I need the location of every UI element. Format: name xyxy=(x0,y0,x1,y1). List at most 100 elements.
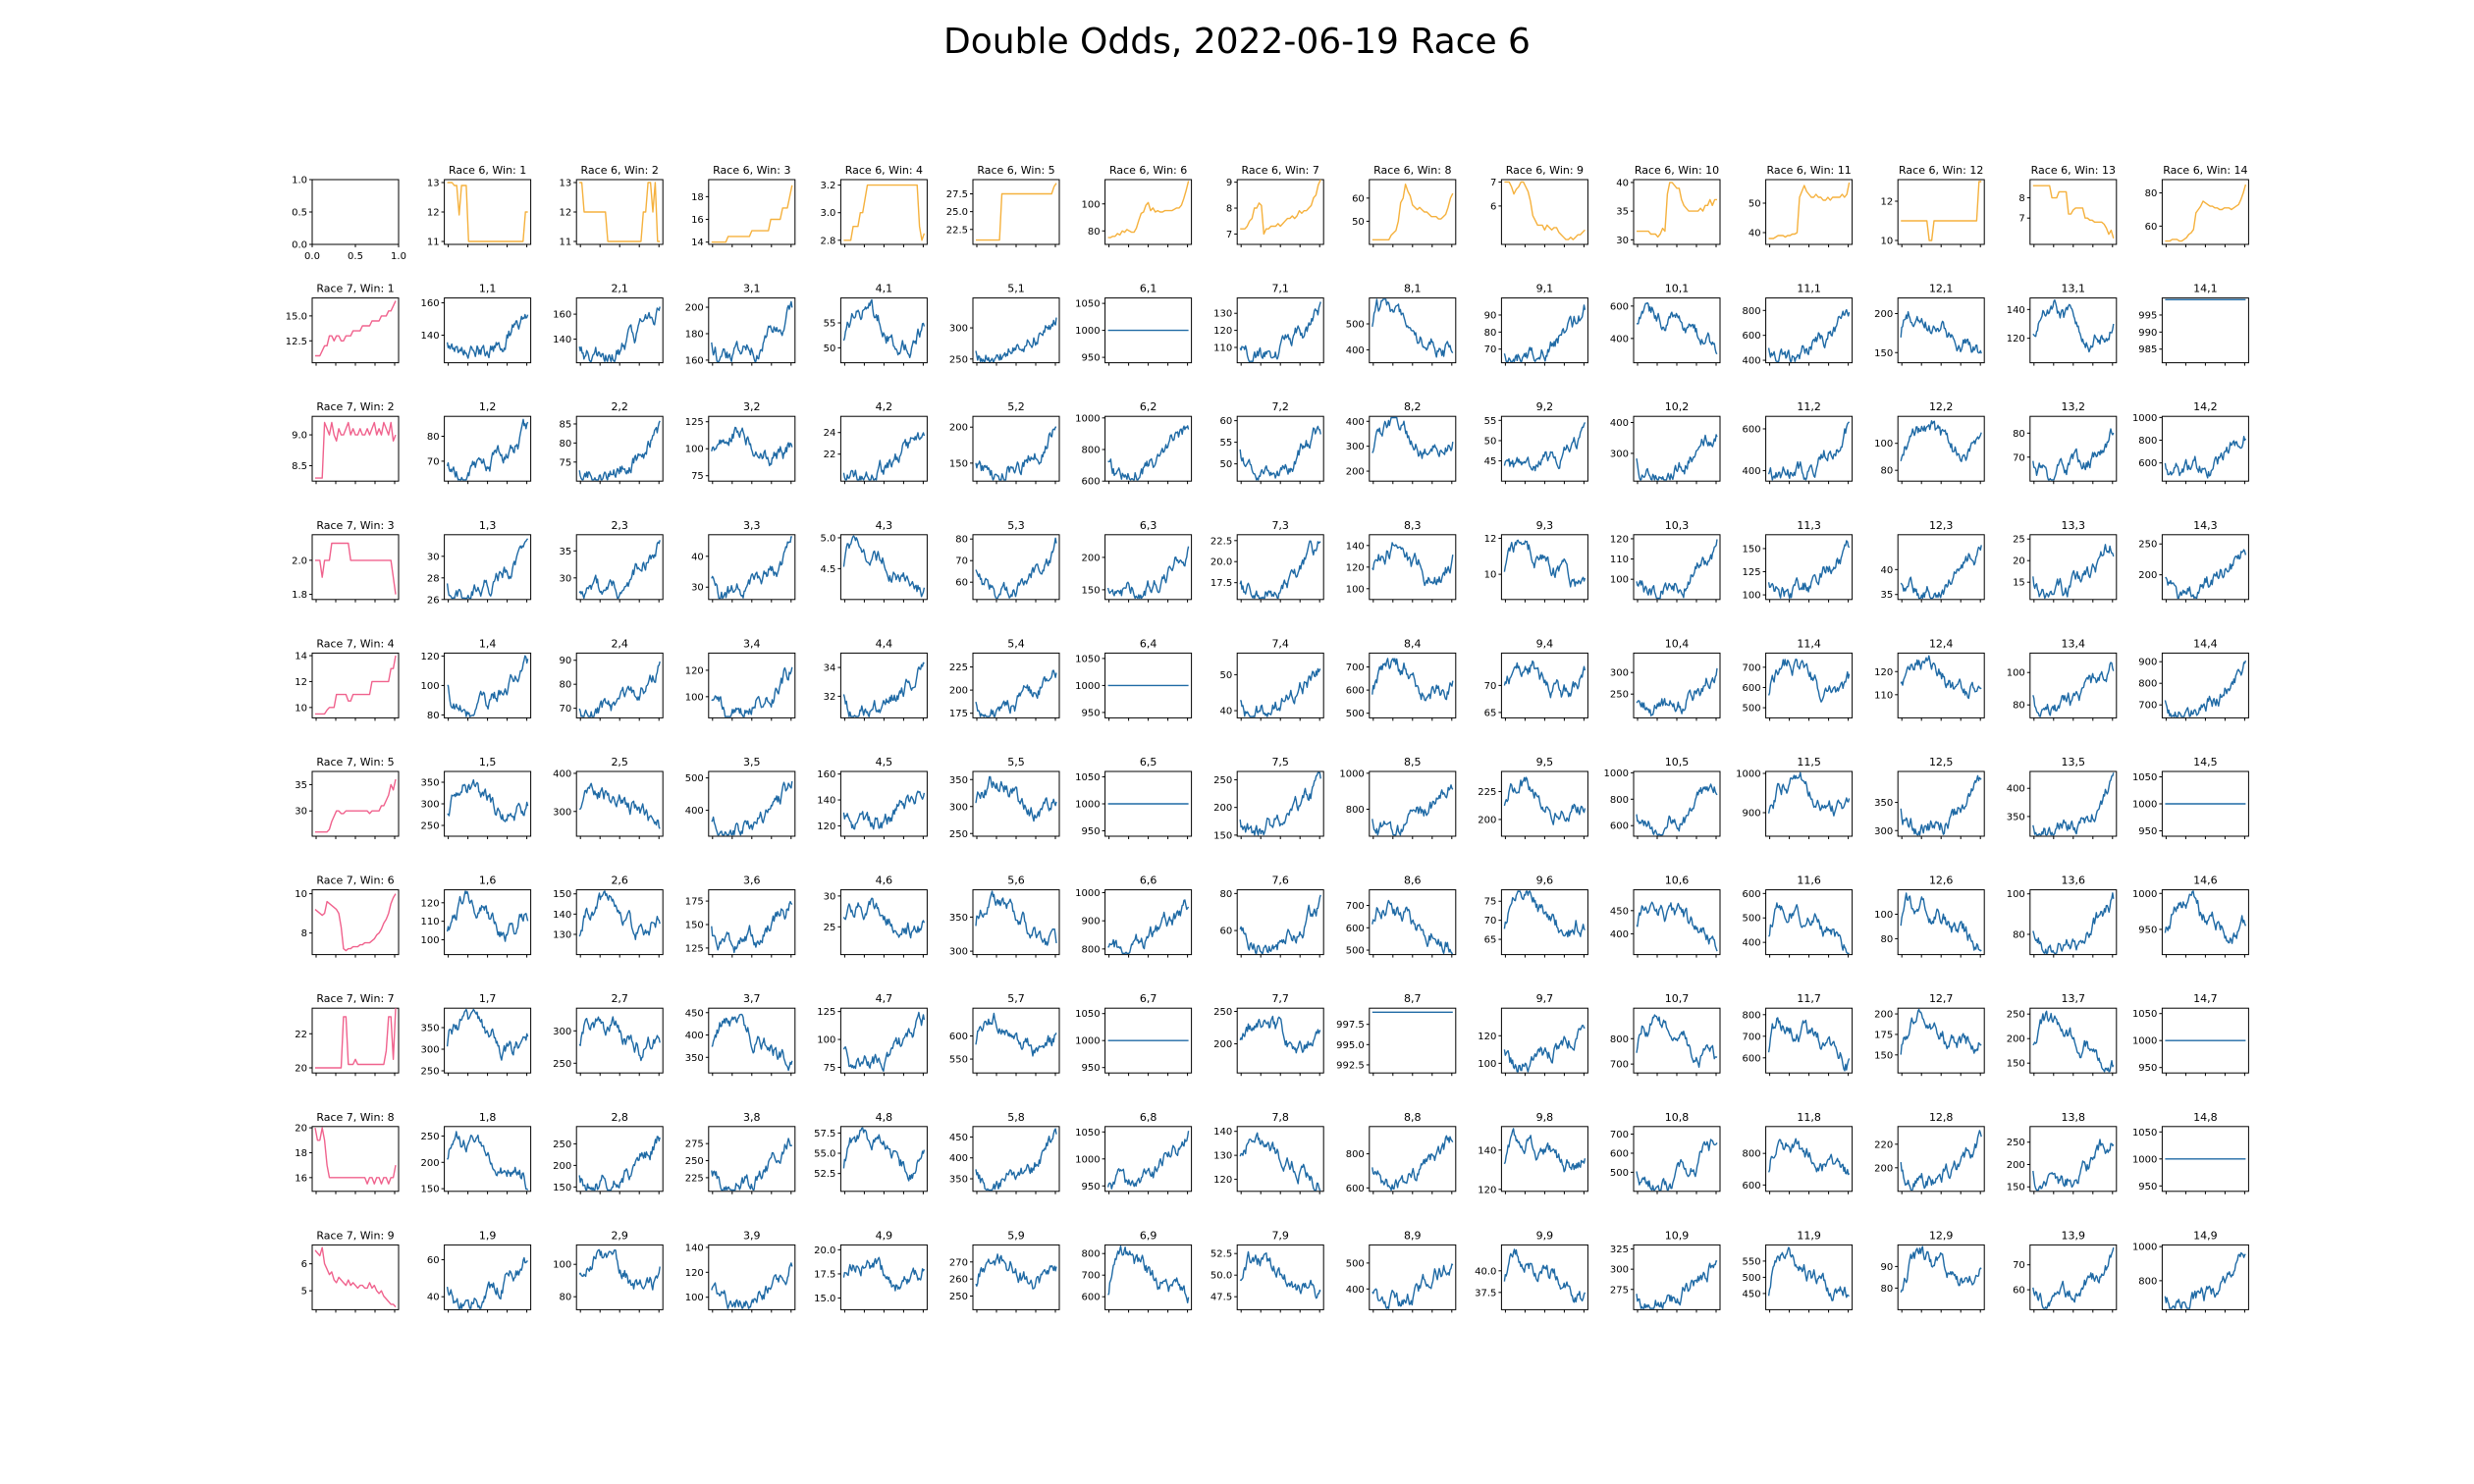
y-tick-label: 100 xyxy=(1082,199,1101,210)
y-tick-label: 80 xyxy=(2145,188,2158,199)
y-tick-label: 175 xyxy=(1874,1030,1893,1040)
double-panel: 12,5 300 350 xyxy=(1874,756,1985,839)
subplot-title: Race 7, Win: 5 xyxy=(316,756,394,768)
subplot-title: Race 6, Win: 11 xyxy=(1766,164,1851,177)
y-tick-label: 80 xyxy=(1088,227,1101,238)
subplot-frame xyxy=(708,534,796,601)
subplot-title: 10,3 xyxy=(1665,519,1690,532)
subplot-title: Race 7, Win: 6 xyxy=(316,874,394,887)
subplot-title: 6,8 xyxy=(1140,1111,1157,1124)
subplot-frame xyxy=(1633,179,1721,245)
y-tick-label: 150 xyxy=(1743,544,1761,555)
subplot-title: 4,8 xyxy=(876,1111,893,1124)
subplot-title: 13,6 xyxy=(2062,874,2086,887)
series-line xyxy=(1637,182,1717,238)
subplot-frame xyxy=(839,297,928,364)
y-tick-label: 200 xyxy=(1082,553,1101,563)
y-tick-label: 325 xyxy=(1610,1245,1629,1255)
y-tick-label: 600 xyxy=(949,1032,968,1042)
series-line xyxy=(2165,549,2247,600)
y-tick-label: 90 xyxy=(1880,1262,1893,1273)
y-tick-label: 300 xyxy=(1874,826,1893,837)
subplot-frame xyxy=(839,889,928,956)
y-tick-label: 0.5 xyxy=(292,208,307,219)
y-tick-label: 110 xyxy=(421,917,440,928)
y-tick-label: 350 xyxy=(685,1053,704,1064)
double-panel: 5,9 250 260 270 xyxy=(949,1229,1060,1313)
y-tick-label: 120 xyxy=(1478,1185,1496,1195)
y-tick-label: 800 xyxy=(1743,1149,1761,1160)
y-tick-label: 150 xyxy=(1082,585,1101,596)
y-tick-label: 600 xyxy=(1743,889,1761,900)
y-tick-label: 700 xyxy=(2138,701,2157,712)
y-tick-label: 400 xyxy=(1610,929,1629,940)
race6-panel: Race 6, Win: 5 22.5 25.0 27.5 xyxy=(946,164,1060,247)
double-panel: 14,7 950 1000 1050 xyxy=(2132,992,2249,1077)
double-panel: 11,6 400 500 600 xyxy=(1743,874,1854,958)
y-tick-label: 500 xyxy=(1346,1258,1365,1269)
subplot-title: 9,1 xyxy=(1536,283,1554,295)
y-tick-label: 70 xyxy=(955,556,968,567)
y-tick-label: 10 xyxy=(295,889,307,900)
y-tick-label: 350 xyxy=(421,778,440,789)
y-tick-label: 140 xyxy=(421,331,440,342)
y-tick-label: 2.0 xyxy=(292,556,307,566)
race6-panel: Race 6, Win: 8 50 60 xyxy=(1352,164,1457,247)
double-panel: 12,4 110 120 xyxy=(1874,637,1985,721)
subplot-frame xyxy=(575,770,664,837)
subplot-title: 8,8 xyxy=(1404,1111,1422,1124)
y-tick-label: 24 xyxy=(824,428,836,439)
y-tick-label: 75 xyxy=(1484,897,1497,908)
y-tick-label: 22.5 xyxy=(946,225,968,236)
subplot-title: 8,3 xyxy=(1404,519,1422,532)
subplot-title: Race 6, Win: 1 xyxy=(449,164,526,177)
series-line xyxy=(1371,416,1454,459)
y-tick-label: 1000 xyxy=(1075,888,1100,899)
subplot-title: 11,5 xyxy=(1797,756,1821,768)
series-line xyxy=(842,662,925,717)
subplot-frame xyxy=(1104,1244,1193,1310)
y-tick-label: 300 xyxy=(421,800,440,811)
subplot-frame xyxy=(2161,1244,2249,1310)
series-line xyxy=(842,432,926,481)
double-panel: 10,2 300 400 xyxy=(1610,400,1721,485)
series-line xyxy=(1767,902,1850,954)
y-tick-label: 35 xyxy=(295,780,307,791)
subplot-frame xyxy=(1765,1244,1854,1310)
y-tick-label: 500 xyxy=(1743,1273,1761,1284)
subplot-frame xyxy=(972,179,1060,245)
y-tick-label: 700 xyxy=(1743,662,1761,673)
series-line xyxy=(578,890,661,940)
series-line xyxy=(446,1008,529,1061)
y-tick-label: 225 xyxy=(685,1173,704,1184)
series-line xyxy=(1900,655,1982,700)
subplot-title: 11,2 xyxy=(1797,400,1821,413)
y-tick-label: 130 xyxy=(1213,309,1232,320)
subplot-title: 12,9 xyxy=(1929,1229,1954,1242)
y-tick-label: 75 xyxy=(559,457,571,468)
series-line xyxy=(975,669,1057,717)
y-tick-label: 30 xyxy=(559,573,571,584)
subplot-frame xyxy=(2161,179,2249,245)
y-tick-label: 500 xyxy=(1346,320,1365,331)
double-panel: 10,5 600 800 1000 xyxy=(1604,756,1721,839)
subplot-title: 3,4 xyxy=(743,637,761,650)
y-tick-label: 800 xyxy=(1082,944,1101,955)
race7-panel: Race 7, Win: 4 10 12 14 xyxy=(295,637,400,721)
y-tick-label: 500 xyxy=(1743,914,1761,925)
subplot-title: 6,4 xyxy=(1140,637,1157,650)
series-line xyxy=(446,890,529,942)
y-tick-label: 2.8 xyxy=(820,236,835,246)
subplot-title: Race 6, Win: 2 xyxy=(581,164,659,177)
y-tick-label: 57.5 xyxy=(814,1129,835,1140)
series-line xyxy=(447,182,528,242)
double-panel: 9,5 200 225 xyxy=(1478,756,1588,839)
y-tick-label: 250 xyxy=(553,1140,571,1150)
race7-panel: Race 7, Win: 9 5 6 xyxy=(301,1229,400,1313)
y-tick-label: 200 xyxy=(421,1158,440,1169)
y-tick-label: 350 xyxy=(949,1175,968,1186)
y-tick-label: 60 xyxy=(1219,927,1232,937)
subplot-title: 2,7 xyxy=(611,992,628,1005)
subplot-title: 13,1 xyxy=(2062,283,2086,295)
subplot-title: 3,5 xyxy=(743,756,761,768)
